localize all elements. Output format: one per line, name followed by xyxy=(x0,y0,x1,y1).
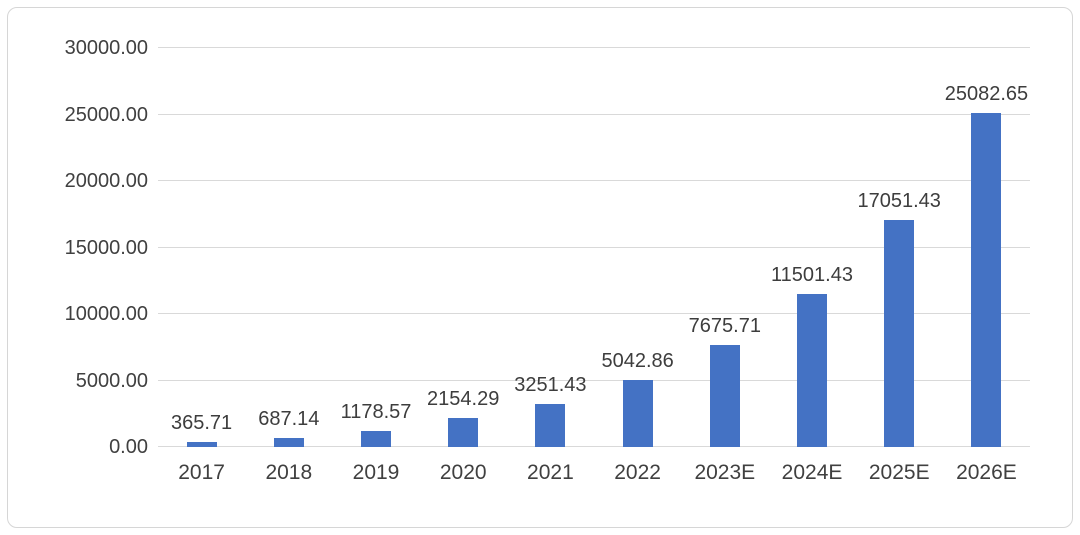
bar xyxy=(797,294,828,447)
bar xyxy=(971,113,1002,447)
bar-group: 3251.43 2021 xyxy=(507,48,594,484)
bar-group: 365.71 2017 xyxy=(158,48,245,484)
bar-value-label: 2154.29 xyxy=(427,388,500,411)
bar xyxy=(884,220,915,447)
x-category-label: 2019 xyxy=(352,461,400,484)
y-tick-label: 0.00 xyxy=(109,436,148,458)
y-tick-label: 5000.00 xyxy=(75,369,148,392)
bar-value-label: 687.14 xyxy=(258,407,320,430)
bar-value-label: 25082.65 xyxy=(944,83,1029,106)
bar-group: 7675.71 2023E xyxy=(681,48,768,484)
bar-group: 25082.65 2026E xyxy=(943,48,1030,484)
bar-value-label: 365.71 xyxy=(171,412,233,435)
bar-value-label: 17051.43 xyxy=(857,190,941,213)
gridline xyxy=(158,180,1030,182)
x-category-label: 2021 xyxy=(527,461,574,484)
bar-group: 2154.29 2020 xyxy=(420,48,507,484)
x-category-label: 2023E xyxy=(694,461,756,484)
bar xyxy=(186,442,217,447)
bar-value-label: 11501.43 xyxy=(771,264,853,287)
gridline xyxy=(158,246,1030,248)
x-category-label: 2024E xyxy=(781,461,843,484)
bar xyxy=(448,418,479,447)
bar-value-label: 1178.57 xyxy=(340,401,412,424)
gridline xyxy=(158,47,1030,48)
bars: 365.71 2017 687.14 2018 1178.57 2019 2154.29 20… xyxy=(158,48,1030,484)
x-category-label: 2018 xyxy=(265,461,313,484)
bar xyxy=(535,403,566,447)
y-tick-label: 15000.00 xyxy=(64,236,148,259)
y-tick-label: 10000.00 xyxy=(64,303,148,326)
bar-chart-figure: 0.00 5000.00 10000.00 15000.00 20000.00 25000… xyxy=(7,7,1073,528)
x-category-label: 2025E xyxy=(868,461,930,484)
bar-group: 687.14 2018 xyxy=(245,48,332,484)
x-category-label: 2026E xyxy=(956,461,1017,484)
y-tick-label: 30000.00 xyxy=(64,37,148,59)
bar-group: 1178.57 2019 xyxy=(332,48,419,484)
bar xyxy=(709,344,740,447)
x-category-label: 2022 xyxy=(614,461,661,484)
x-category-label: 2017 xyxy=(178,461,225,484)
bar-value-label: 7675.71 xyxy=(688,314,761,337)
gridline xyxy=(158,113,1030,115)
bar-group: 11501.43 2024E xyxy=(768,48,855,484)
plot-area: 365.71 2017 687.14 2018 1178.57 2019 2154.29 20… xyxy=(158,47,1030,484)
bar-value-label: 5042.86 xyxy=(601,349,674,372)
gridline xyxy=(158,446,1030,447)
y-tick-label: 25000.00 xyxy=(64,103,148,126)
gridlines xyxy=(158,47,1030,447)
bar-value-label: 3251.43 xyxy=(514,373,587,396)
bar xyxy=(622,379,653,447)
y-tick-label: 20000.00 xyxy=(64,170,148,193)
bar-group: 5042.86 2022 xyxy=(594,48,681,484)
bar xyxy=(361,431,391,447)
bar xyxy=(273,437,304,447)
bar-group: 17051.43 2025E xyxy=(856,48,943,484)
y-axis-labels: 0.00 5000.00 10000.00 15000.00 20000.00 25000… xyxy=(26,38,148,457)
gridline xyxy=(158,379,1030,381)
x-category-label: 2020 xyxy=(439,461,487,484)
gridline xyxy=(158,313,1030,315)
